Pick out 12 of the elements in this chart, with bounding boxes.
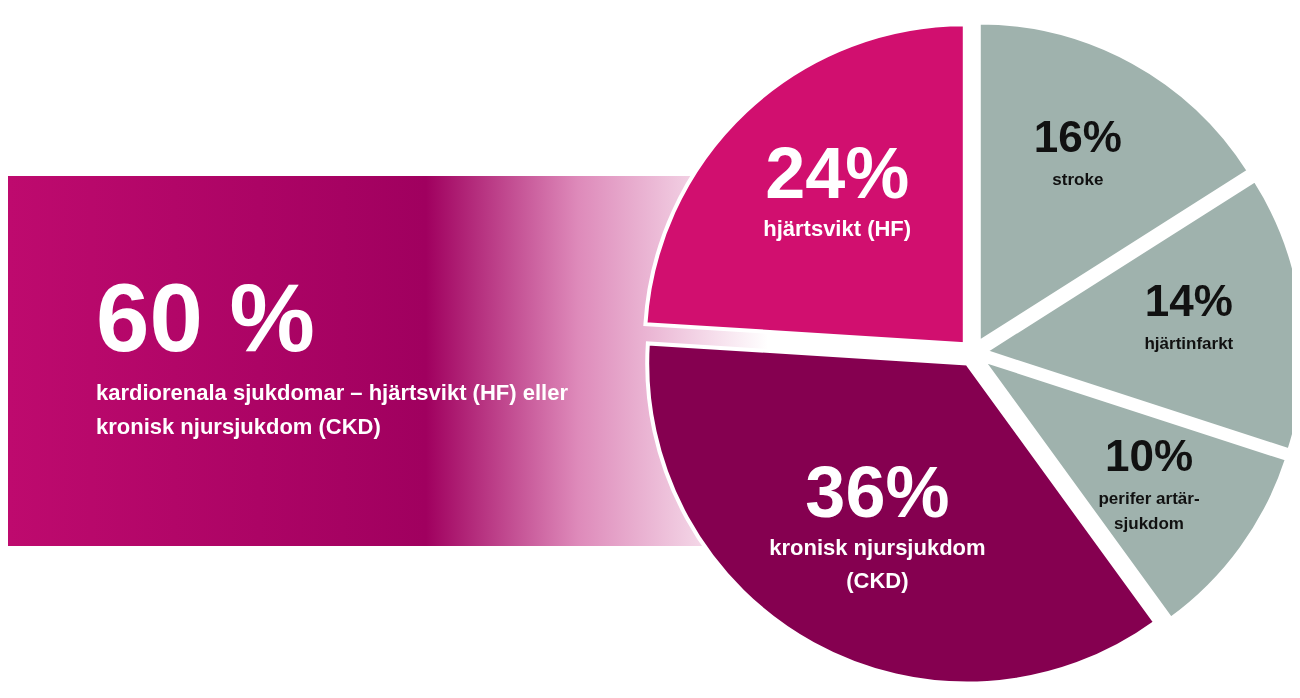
text: 60 % xyxy=(96,264,316,371)
slice-label: perifer artär-sjukdom xyxy=(1098,488,1200,534)
data-label: 10% xyxy=(1105,430,1194,480)
data-label: 14% xyxy=(1144,275,1233,325)
slice-label: stroke xyxy=(1052,170,1104,190)
text: kardiorenala sjukdomar – hjärtsvikt (HF) eller kronisk njursjukdom (CKD) xyxy=(96,379,569,441)
slice-label: hjärtsvikt (HF) xyxy=(763,216,912,242)
slice-label: kronisk njursjukdom (CKD) xyxy=(769,534,986,593)
data-label: 24% xyxy=(765,133,910,214)
data-label: 36% xyxy=(805,451,950,532)
data-label: 16% xyxy=(1033,112,1122,162)
slice-label: hjärtinfarkt xyxy=(1144,333,1234,353)
